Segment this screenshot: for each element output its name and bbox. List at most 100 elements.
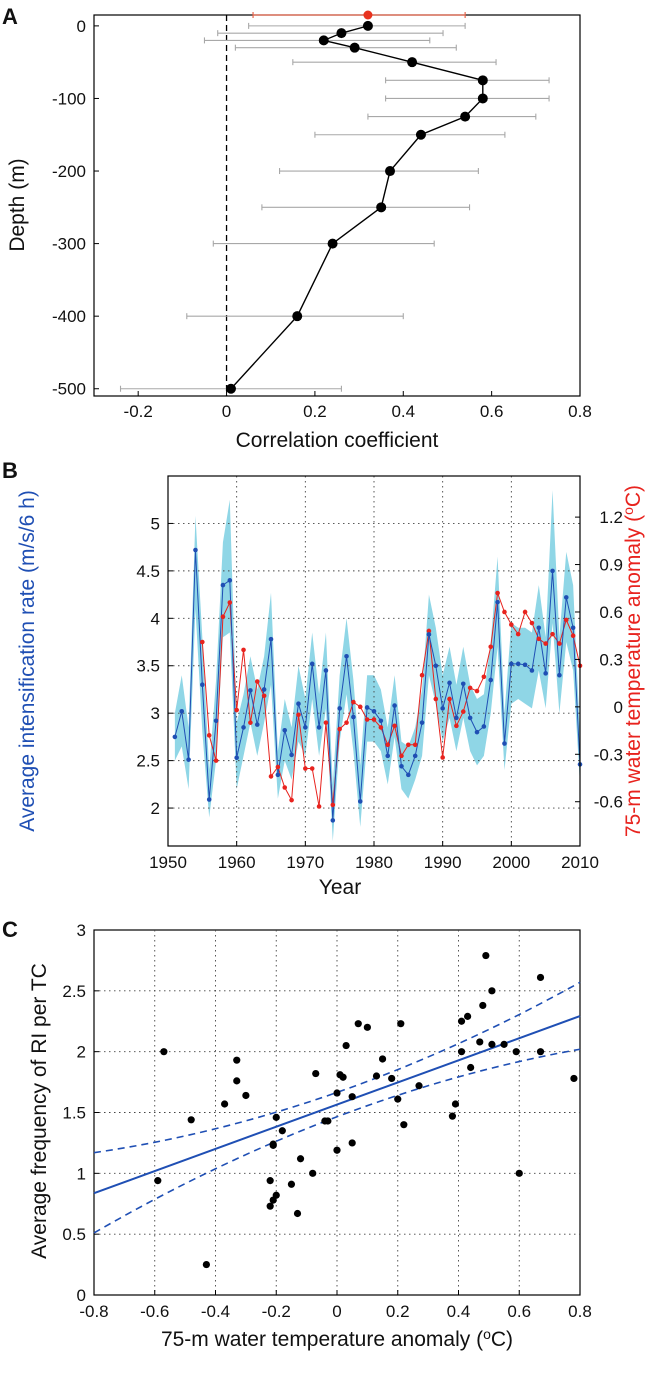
panel-b-left-tick-label: 2.5 — [136, 752, 160, 771]
panel-c-data-point — [536, 973, 545, 982]
panel-b-intensification-point — [323, 668, 329, 673]
panel-b-label: B — [2, 458, 18, 483]
panel-b-x-tick-label: 2010 — [561, 853, 599, 872]
panel-b-intensification-point — [344, 653, 349, 659]
panel-a-profile-point — [327, 238, 338, 249]
panel-a-profile-point — [336, 28, 347, 39]
panel-b-temperature-point — [275, 764, 281, 770]
panel-b-temperature-point — [536, 636, 542, 642]
panel-b-intensification-point — [303, 725, 308, 730]
panel-b-intensification-point — [550, 568, 555, 574]
panel-b-temperature-point — [543, 641, 548, 646]
panel-b-intensification-point — [467, 715, 473, 721]
panel-c-data-point — [464, 1012, 472, 1020]
panel-a-profile-point — [349, 42, 360, 53]
panel-b-intensification-point — [316, 725, 322, 730]
panel-c-data-point — [488, 987, 496, 995]
panel-b-intensification-point — [474, 729, 480, 735]
panel-b-intensification-point — [364, 705, 370, 710]
panel-a: A -0.2 0 0.2 0.4 0.6 0.8 0 -100 -200 -300 -400 -500… — [2, 4, 592, 452]
panel-b-temperature-point — [419, 672, 425, 678]
panel-b-intensification-point — [200, 682, 205, 688]
panel-c-x-tick-label: 0.2 — [386, 1302, 410, 1321]
panel-b-intensification-point — [392, 703, 397, 708]
panel-c-data-point — [467, 1063, 475, 1072]
panel-b-temperature-point — [351, 699, 356, 705]
panel-b-right-tick-label: 0.9 — [599, 556, 623, 575]
panel-b-right-tick-label: -0.6 — [594, 793, 623, 812]
panel-a-y-tick-label: -400 — [52, 307, 86, 326]
panel-c-data-point — [266, 1202, 274, 1210]
panel-c-x-tick-label: -0.6 — [140, 1302, 169, 1321]
panel-b-intensification-point — [502, 741, 507, 746]
panel-c-data-point — [272, 1113, 280, 1121]
panel-c-data-point — [400, 1121, 408, 1129]
panel-c-y-tick-label: 1.5 — [62, 1104, 86, 1123]
panel-b-intensification-point — [481, 724, 487, 729]
panel-b-temperature-point — [412, 742, 418, 748]
panel-b-intensification-point — [447, 680, 452, 686]
panel-b-right-tick-label: 0.3 — [599, 650, 623, 669]
panel-c-y-tick-label: 3 — [77, 921, 86, 940]
panel-c-data-point — [348, 1093, 356, 1101]
panel-c-data-point — [488, 1040, 496, 1048]
panel-c-data-point — [354, 1020, 362, 1028]
panel-b-temperature-point — [392, 723, 397, 729]
panel-c-data-point — [536, 1048, 545, 1056]
panel-b-temperature-point — [522, 609, 528, 615]
panel-b-intensification-point — [495, 599, 500, 605]
panel-b-temperature-point — [481, 674, 487, 680]
panel-b-temperature-point — [357, 704, 363, 710]
panel-c-x-tick-label: 0.6 — [507, 1302, 531, 1321]
panel-c-data-point — [278, 1127, 286, 1135]
panel-a-profile-point — [362, 20, 373, 31]
panel-c-x-tick-label: -0.2 — [262, 1302, 291, 1321]
panel-a-y-axis-label: Depth (m) — [6, 158, 29, 251]
panel-b-temperature-point — [200, 639, 205, 645]
panel-b-intensification-point — [330, 818, 336, 823]
panel-c-data-point — [348, 1139, 356, 1147]
panel-b-left-tick-label: 2 — [151, 799, 160, 818]
panel-b-intensification-point — [337, 706, 342, 711]
panel-c-y-tick-label: 2.5 — [62, 982, 86, 1001]
panel-b-temperature-point — [474, 688, 480, 694]
panel-b-temperature-point — [220, 614, 226, 620]
panel-b-temperature-point — [241, 647, 246, 653]
panel-b-intensification-point — [227, 578, 233, 583]
panel-b-intensification-point — [254, 722, 260, 727]
panel-b-intensification-point — [529, 668, 535, 673]
panel-b-intensification-point — [193, 547, 198, 553]
panel-c-y-tick-label: 1 — [77, 1164, 86, 1183]
panel-b-intensification-point — [536, 625, 542, 631]
panel-b-intensification-point — [234, 755, 239, 761]
panel-a-x-axis-label: Correlation coefficient — [236, 429, 439, 452]
panel-c-data-point — [500, 1040, 508, 1048]
panel-a-profile-point — [292, 311, 303, 322]
panel-b-intensification-point — [557, 672, 562, 678]
panel-b-intensification-point — [440, 706, 445, 711]
panel-a-x-tick-label: -0.2 — [124, 402, 153, 421]
panel-c-data-point — [269, 1140, 277, 1148]
panel-b-intensification-point — [213, 718, 219, 724]
panel-c-data-point — [479, 1001, 487, 1010]
panel-c-x-tick-label: -0.4 — [201, 1302, 230, 1321]
panel-c-data-point — [512, 1048, 520, 1056]
panel-c-upper-confidence-line — [93, 981, 581, 1154]
panel-b-temperature-point — [495, 590, 500, 596]
panel-b-right-tick-label: 0 — [614, 698, 623, 717]
panel-a-profile-point — [376, 202, 387, 213]
panel-c-data-point — [296, 1155, 305, 1163]
panel-a-profile-line — [230, 25, 484, 390]
panel-b-intensification-point — [412, 753, 418, 759]
panel-b-intensification-point — [522, 662, 528, 668]
panel-c-data-point — [448, 1112, 457, 1120]
panel-b-temperature-point — [467, 685, 473, 691]
panel-b-temperature-point — [289, 797, 294, 803]
panel-b-temperature-point — [509, 622, 514, 627]
panel-b-intensification-point — [186, 757, 191, 762]
panel-b-intensification-point — [351, 714, 356, 720]
panel-b-temperature-point — [261, 693, 267, 699]
panel-b-temperature-point — [385, 742, 391, 748]
panel-b-temperature-point — [282, 785, 288, 790]
